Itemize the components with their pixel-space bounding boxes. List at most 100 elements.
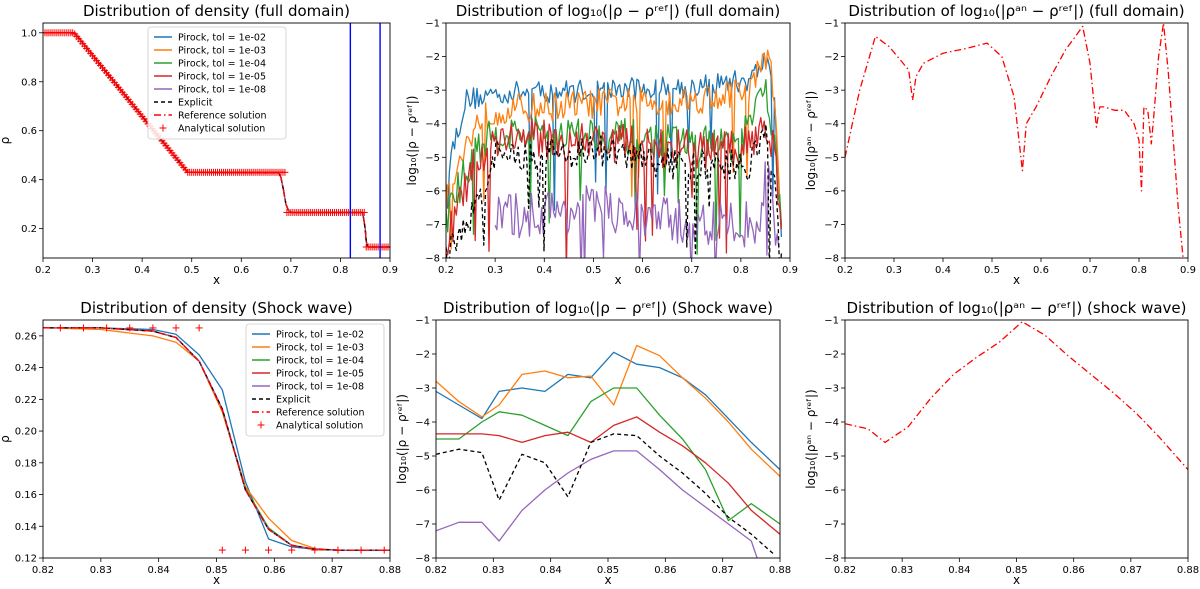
axes-frame	[42, 319, 391, 559]
legend-label: Pirock, tol = 1e-04	[178, 58, 266, 69]
y-tick-label: 0.22	[15, 395, 37, 406]
x-tick-label: 0.6	[233, 265, 249, 276]
legend-label: Pirock, tol = 1e-03	[276, 342, 364, 353]
series-analytical	[334, 546, 342, 554]
y-tick-label: 0.14	[15, 522, 37, 533]
y-tick-label: 0.2	[21, 224, 37, 235]
x-tick-label: 0.84	[948, 565, 970, 576]
series-tol_1e-02	[446, 52, 783, 238]
plot-area	[845, 23, 1184, 258]
chart-title: Distribution of log₁₀(|ρ − ρʳᵉᶠ|) (Shock…	[443, 299, 773, 317]
x-axis-label: x	[614, 273, 621, 287]
y-tick-label: 1.0	[21, 28, 37, 39]
x-axis-label: x	[213, 273, 220, 287]
y-tick-label: 0.16	[15, 490, 37, 501]
x-tick-label: 0.7	[283, 265, 299, 276]
legend-label: Pirock, tol = 1e-04	[276, 355, 364, 366]
chart-panel-p4: Distribution of density (Shock wave)xρ0.…	[0, 299, 401, 587]
chart-title: Distribution of log₁₀(|ρᵃⁿ − ρʳᵉᶠ|) (ful…	[848, 2, 1184, 20]
x-tick-label: 0.88	[379, 565, 401, 576]
y-tick-label: −1	[415, 316, 430, 327]
legend-item: Pirock, tol = 1e-02	[154, 32, 266, 43]
x-tick-label: 0.7	[1082, 265, 1098, 276]
y-tick-label: −2	[824, 350, 839, 361]
y-tick-label: −6	[415, 486, 430, 497]
series-analytical	[360, 208, 368, 216]
y-tick-label: 0.8	[21, 77, 37, 88]
series-tol_1e-03	[436, 344, 780, 477]
x-tick-label: 0.8	[733, 265, 749, 276]
y-tick-label: −8	[824, 254, 839, 265]
y-tick-label: 0.6	[21, 126, 37, 137]
y-tick-label: −3	[824, 384, 839, 395]
x-tick-label: 0.7	[684, 265, 700, 276]
y-tick-label: −8	[824, 554, 839, 565]
series-analytical	[126, 324, 134, 332]
y-tick-label: −7	[824, 220, 839, 231]
series-analytical	[380, 546, 388, 554]
x-tick-label: 0.82	[425, 565, 447, 576]
x-tick-label: 0.3	[487, 265, 503, 276]
plot-area	[845, 321, 1188, 471]
x-tick-label: 0.9	[382, 265, 398, 276]
x-tick-label: 0.82	[834, 565, 856, 576]
y-axis-label: ρ	[0, 435, 12, 443]
x-tick-label: 0.87	[1120, 565, 1142, 576]
series-analytical	[149, 324, 157, 332]
y-tick-label: 0.18	[15, 458, 37, 469]
chart-title: Distribution of log₁₀(|ρᵃⁿ − ρʳᵉᶠ|) (sho…	[846, 299, 1186, 317]
legend-item: Pirock, tol = 1e-03	[252, 342, 364, 353]
y-tick-label: −7	[415, 520, 430, 531]
y-tick-label: −2	[425, 52, 440, 63]
legend-label: Pirock, tol = 1e-08	[276, 381, 364, 392]
x-tick-label: 0.86	[263, 565, 285, 576]
y-tick-label: 0.4	[21, 175, 37, 186]
series-analytical	[281, 168, 289, 176]
y-tick-label: −6	[425, 186, 440, 197]
y-tick-label: −5	[824, 153, 839, 164]
series-tol_1e-04	[436, 387, 780, 525]
legend-item: Pirock, tol = 1e-04	[252, 355, 364, 366]
axes-frame	[844, 319, 1189, 559]
legend-label: Analytical solution	[178, 123, 265, 134]
legend-label: Reference solution	[178, 110, 266, 121]
x-tick-label: 0.84	[148, 565, 170, 576]
x-axis-label: x	[1013, 273, 1020, 287]
y-tick-label: −2	[824, 52, 839, 63]
axes-frame	[435, 319, 781, 559]
legend-item: Pirock, tol = 1e-08	[252, 381, 364, 392]
legend-label: Explicit	[178, 97, 213, 108]
series-analytical	[311, 546, 319, 554]
chart-title: Distribution of density (Shock wave)	[80, 299, 352, 317]
series-tol_1e-08	[494, 161, 780, 258]
y-tick-label: −6	[824, 486, 839, 497]
chart-panel-p1: Distribution of density (full domain) x ρ 0…	[0, 2, 398, 287]
legend-item: Pirock, tol = 1e-02	[252, 329, 364, 340]
series-analytical	[288, 546, 296, 554]
chart-panel-p2: Distribution of log₁₀(|ρ − ρʳᵉᶠ|) (full …	[405, 2, 798, 287]
y-axis-label: log₁₀(|ρ − ρʳᵉᶠ|)	[405, 96, 419, 186]
chart-panel-p5: Distribution of log₁₀(|ρ − ρʳᵉᶠ|) (Shock…	[395, 299, 791, 587]
series-tol_1e-05	[436, 416, 780, 535]
legend-item: Pirock, tol = 1e-03	[154, 45, 266, 56]
series-analytical	[79, 324, 87, 332]
series-tol_1e-03	[446, 49, 783, 250]
plot-area	[43, 23, 390, 258]
legend: Pirock, tol = 1e-02 Pirock, tol = 1e-03 Pi…	[147, 26, 287, 140]
x-tick-label: 0.8	[1131, 265, 1147, 276]
x-tick-label: 0.85	[205, 565, 227, 576]
series-analytical	[386, 243, 390, 251]
x-tick-label: 0.9	[1180, 265, 1196, 276]
legend-label: Explicit	[276, 394, 311, 405]
x-tick-label: 0.83	[482, 565, 504, 576]
x-tick-label: 0.8	[332, 265, 348, 276]
y-tick-label: 0.20	[15, 427, 37, 438]
series-reference	[845, 23, 1184, 258]
y-tick-label: 0.24	[15, 363, 37, 374]
y-tick-label: −4	[824, 119, 839, 130]
series-analytical	[357, 546, 365, 554]
legend-label: Pirock, tol = 1e-05	[276, 368, 364, 379]
y-tick-label: −7	[425, 220, 440, 231]
y-tick-label: −1	[824, 316, 839, 327]
legend: Pirock, tol = 1e-02 Pirock, tol = 1e-03 Pi…	[245, 323, 385, 437]
